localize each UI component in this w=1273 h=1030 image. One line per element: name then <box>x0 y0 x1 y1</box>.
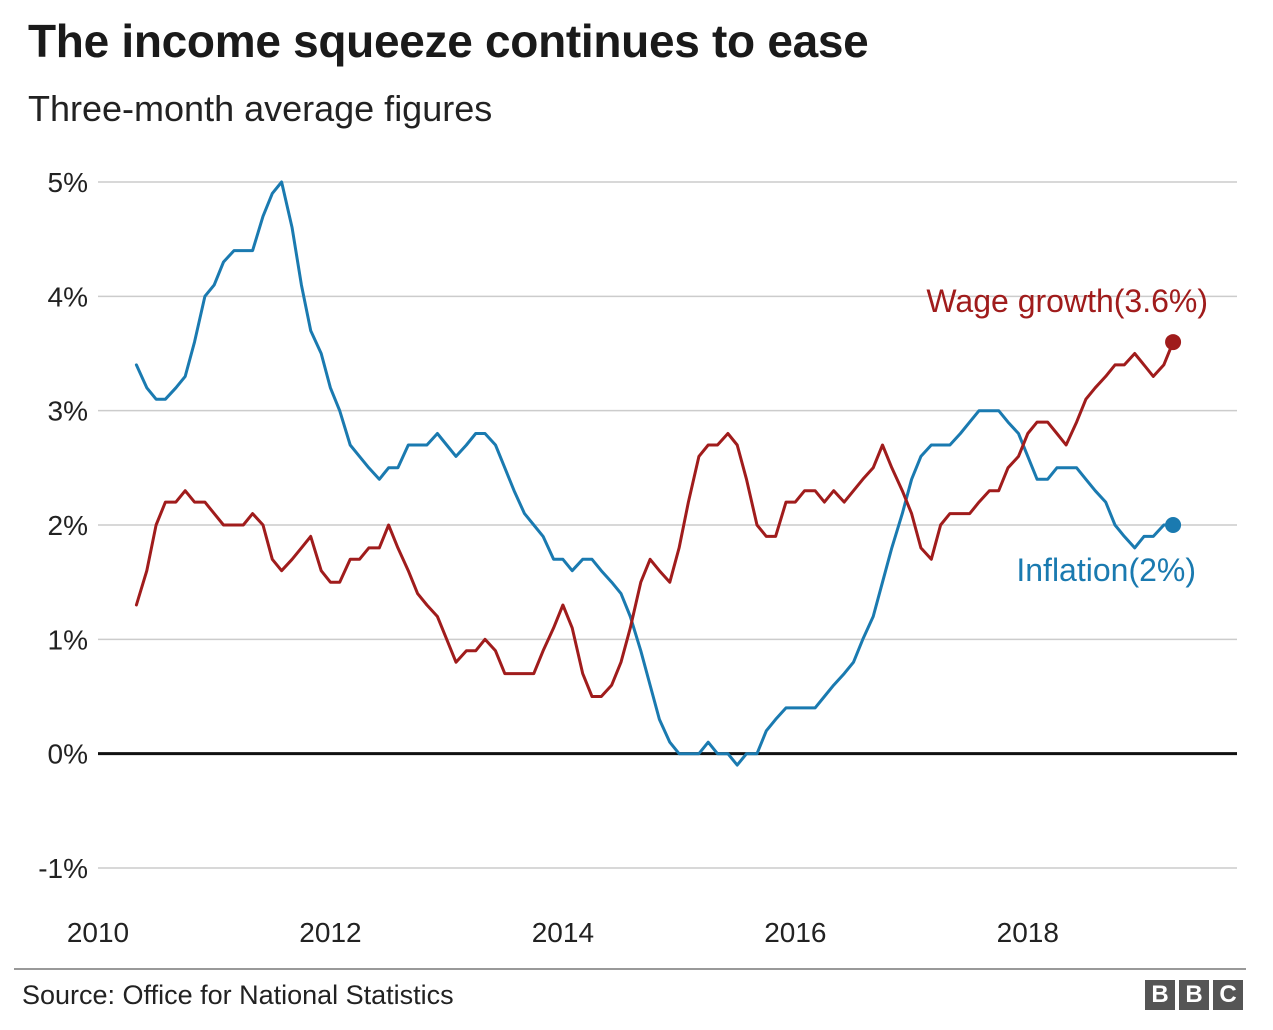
line-chart: -1% 0% 1% 2% 3% 4% 5% 2010 2012 2014 2016 2018 Inf… <box>38 167 1237 948</box>
series-lines <box>134 180 1182 767</box>
x-tick-label: 2012 <box>299 917 361 948</box>
y-tick-label: -1% <box>38 853 88 884</box>
source-note: Source: Office for National Statistics <box>22 980 454 1010</box>
wage-growth-line <box>134 340 1175 698</box>
bbc-logo-letter-2: B <box>1179 980 1209 1010</box>
y-axis-ticks: -1% 0% 1% 2% 3% 4% 5% <box>38 167 88 884</box>
bbc-logo-letter-3: C <box>1213 980 1243 1010</box>
x-tick-label: 2018 <box>997 917 1059 948</box>
inflation-label: Inflation(2%) <box>1016 552 1196 588</box>
chart-subtitle: Three-month average figures <box>28 88 493 129</box>
inflation-line <box>134 180 1175 767</box>
wage-growth-label: Wage growth(3.6%) <box>926 283 1208 319</box>
gridlines <box>98 181 1237 869</box>
bbc-logo: B B C <box>1145 980 1243 1010</box>
footer-divider <box>14 968 1246 970</box>
bbc-logo-letter-1: B <box>1145 980 1175 1010</box>
inflation-end-point <box>1165 517 1182 533</box>
y-tick-label: 0% <box>48 739 88 770</box>
y-tick-label: 1% <box>48 624 88 655</box>
x-tick-label: 2010 <box>67 917 129 948</box>
y-tick-label: 5% <box>48 167 88 198</box>
chart-title: The income squeeze continues to ease <box>28 15 869 67</box>
series-labels: Inflation(2%) Wage growth(3.6%) <box>926 283 1208 588</box>
y-tick-label: 3% <box>48 396 88 427</box>
x-tick-label: 2016 <box>764 917 826 948</box>
x-axis-ticks: 2010 2012 2014 2016 2018 <box>67 917 1059 948</box>
x-tick-label: 2014 <box>532 917 594 948</box>
wage-growth-end-point <box>1165 334 1182 351</box>
y-tick-label: 4% <box>48 281 88 312</box>
y-tick-label: 2% <box>48 510 88 541</box>
